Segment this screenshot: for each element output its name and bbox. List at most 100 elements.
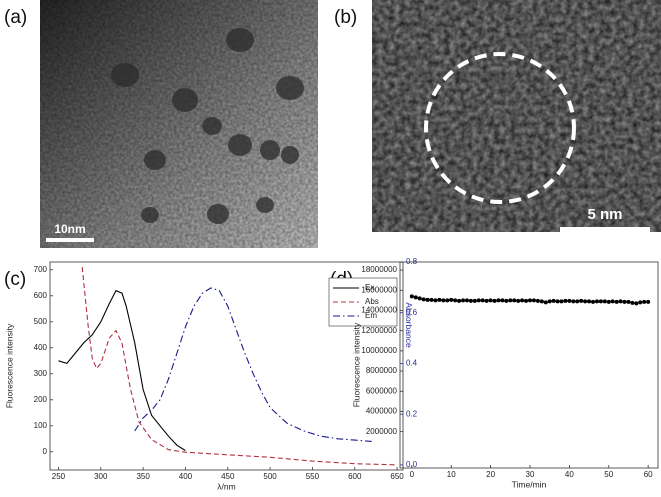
y-axis-label: Fluorescence intensity [351,322,361,407]
data-point [429,297,434,302]
y-tick-label: 12000000 [361,326,397,335]
panel-label: (c) [4,269,26,290]
y2-tick-label: 0.4 [406,359,418,368]
data-point [575,299,580,304]
data-point [547,299,552,304]
y-tick-label: 18000000 [361,265,397,274]
data-point [425,297,430,302]
plot-frame [399,261,659,469]
x-tick-label: 60 [644,470,653,479]
data-point [524,298,529,303]
data-point [437,297,442,302]
data-point [480,298,485,303]
legend-box [328,277,398,327]
data-point [488,298,493,303]
x-tick-label: 50 [604,470,613,479]
x-tick-label: 600 [348,472,362,481]
data-point [531,298,536,303]
y-tick-label: 400 [34,343,48,352]
data-point [508,298,513,303]
data-point [594,299,599,304]
x-tick-label: 650 [390,472,404,481]
x-tick-label: 40 [565,470,574,479]
data-point [638,300,643,305]
data-point [457,298,462,303]
data-point [441,298,446,303]
data-point [551,298,556,303]
data-point [634,301,639,306]
data-point [417,296,422,301]
y-tick-label: 500 [34,317,48,326]
y-tick-label: 14000000 [361,306,397,315]
y-tick-label: 100 [34,421,48,430]
y-tick-label: 300 [34,369,48,378]
data-point [413,295,418,300]
scale-bar-label: 10nm [54,222,85,236]
y-axis-label: Fluorescence intensity [4,323,14,408]
data-point [433,298,438,303]
legend-label: Em [365,311,377,320]
data-point [610,299,615,304]
data-point [602,299,607,304]
y-tick-label: 2000000 [366,427,398,436]
data-point [571,299,576,304]
x-tick-label: 450 [221,472,235,481]
data-point [453,298,458,303]
data-point [618,299,623,304]
y-tick-label: 10000000 [361,346,397,355]
data-point [464,298,469,303]
data-point [516,298,521,303]
series-line [58,289,186,451]
data-point [476,298,481,303]
data-point [598,299,603,304]
tem-image-a [40,0,318,248]
data-point [614,299,619,304]
data-point [539,299,544,304]
x-tick-label: 550 [306,472,320,481]
data-point [559,299,564,304]
legend-label: Ex [365,283,374,292]
data-point [591,299,596,304]
data-point [512,298,517,303]
x-axis-label: Time/min [512,479,547,489]
y-tick-label: 700 [34,265,48,274]
data-point [500,298,505,303]
data-point [445,298,450,303]
data-point [504,298,509,303]
data-point [563,298,568,303]
x-tick-label: 20 [486,470,495,479]
legend-label: Abs [365,297,379,306]
data-point [527,298,532,303]
data-point [409,294,414,299]
data-point [543,300,548,305]
y-tick-label: 4000000 [366,407,398,416]
panel-label: (b) [334,7,357,28]
panel-label: (a) [4,7,27,28]
x-tick-label: 10 [447,470,456,479]
x-tick-label: 300 [94,472,108,481]
data-point [449,297,454,302]
data-point [567,298,572,303]
y-tick-label: 0 [43,447,48,456]
data-point [472,298,477,303]
series-line [134,287,372,442]
x-tick-label: 500 [263,472,277,481]
x-tick-label: 400 [179,472,193,481]
y-tick-label: 8000000 [366,366,398,375]
plot-frame [49,261,404,471]
data-point [492,298,497,303]
data-point [496,298,501,303]
data-point [587,299,592,304]
x-tick-label: 0 [410,470,415,479]
data-point [630,300,635,305]
data-point [535,298,540,303]
data-point [642,299,647,304]
x-tick-label: 30 [526,470,535,479]
y2-tick-label: 0.6 [406,308,418,317]
y2-tick-label: 0.2 [406,409,418,418]
tem-image-b [372,0,661,232]
y-tick-label: 6000000 [366,386,398,395]
data-point [579,298,584,303]
x-tick-label: 350 [136,472,150,481]
